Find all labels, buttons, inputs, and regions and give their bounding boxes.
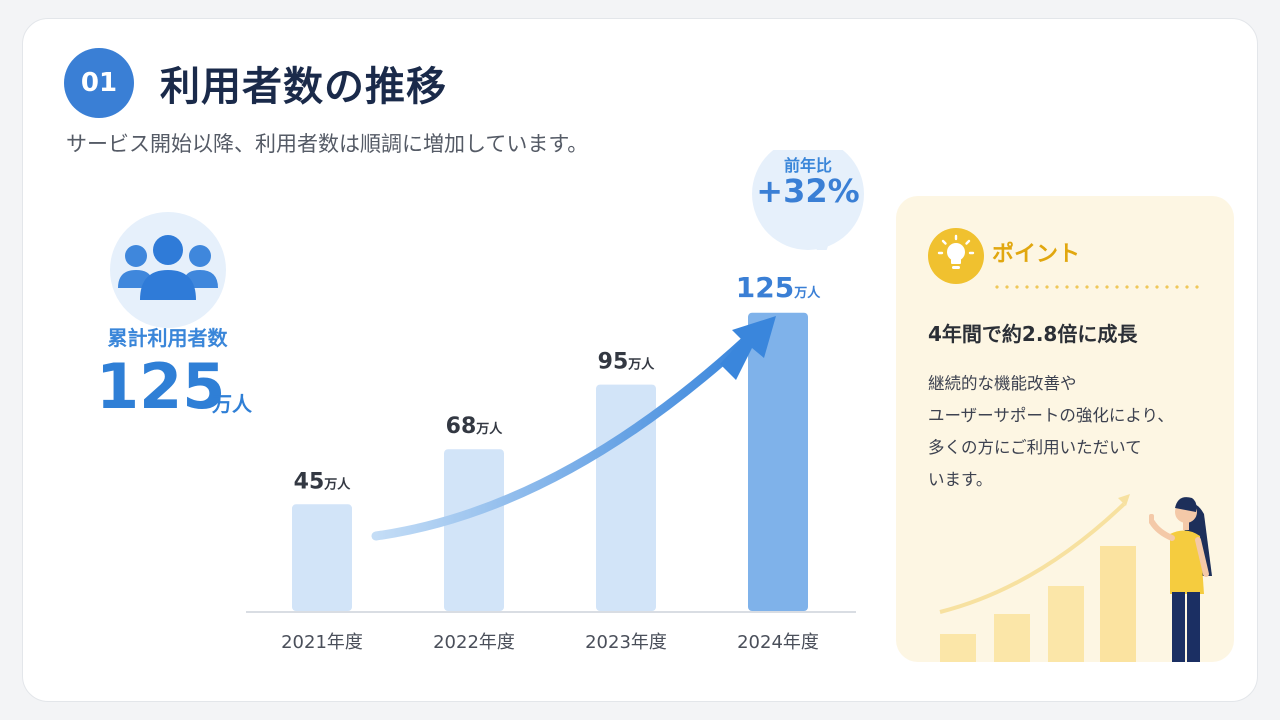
lightbulb-icon bbox=[928, 228, 984, 284]
point-body: 継続的な機能改善や ユーザーサポートの強化により、 多くの方にご利用いただいて … bbox=[928, 368, 1228, 496]
growth-label: 前年比 bbox=[783, 156, 832, 175]
bar-2022年度 bbox=[444, 449, 504, 611]
section-number-badge: 01 bbox=[64, 48, 134, 118]
growth-bubble: 前年比 +32% bbox=[750, 150, 866, 250]
growth-illustration bbox=[939, 494, 1212, 662]
point-heading: 4年間で約2.8倍に成長 bbox=[928, 322, 1138, 346]
point-body-line: います。 bbox=[928, 470, 993, 489]
trend-arrow bbox=[371, 335, 751, 541]
page-title: 利用者数の推移 bbox=[160, 64, 447, 110]
trend-arrow-head bbox=[720, 316, 776, 380]
data-label: 95万人 bbox=[598, 350, 656, 375]
category-tick-label: 2022年度 bbox=[433, 632, 515, 653]
category-tick-label: 2024年度 bbox=[737, 632, 819, 653]
users-icon bbox=[110, 212, 226, 328]
point-body-line: 多くの方にご利用いただいて bbox=[928, 438, 1142, 457]
dotted-divider bbox=[992, 285, 1204, 289]
bar-2021年度 bbox=[292, 504, 352, 611]
total-users-value: 125 bbox=[96, 350, 226, 423]
category-tick-label: 2021年度 bbox=[281, 632, 363, 653]
data-label: 45万人 bbox=[294, 469, 352, 494]
point-body-line: ユーザーサポートの強化により、 bbox=[928, 406, 1174, 425]
point-card: ポイント 4年間で約2.8倍に成長 継続的な機能改善や ユーザーサポートの強化に… bbox=[896, 196, 1234, 662]
total-users-unit: 万人 bbox=[212, 392, 252, 416]
bar-2024年度 bbox=[748, 312, 808, 611]
category-tick-label: 2023年度 bbox=[585, 632, 667, 653]
point-title: ポイント bbox=[992, 242, 1081, 267]
page-subtitle: サービス開始以降、利用者数は順調に増加しています。 bbox=[66, 132, 589, 156]
growth-value: +32% bbox=[756, 172, 860, 210]
data-label: 125万人 bbox=[736, 271, 821, 304]
point-body-line: 継続的な機能改善や bbox=[928, 374, 1077, 393]
data-label: 68万人 bbox=[446, 414, 504, 439]
total-users-label: 累計利用者数 bbox=[107, 326, 228, 350]
